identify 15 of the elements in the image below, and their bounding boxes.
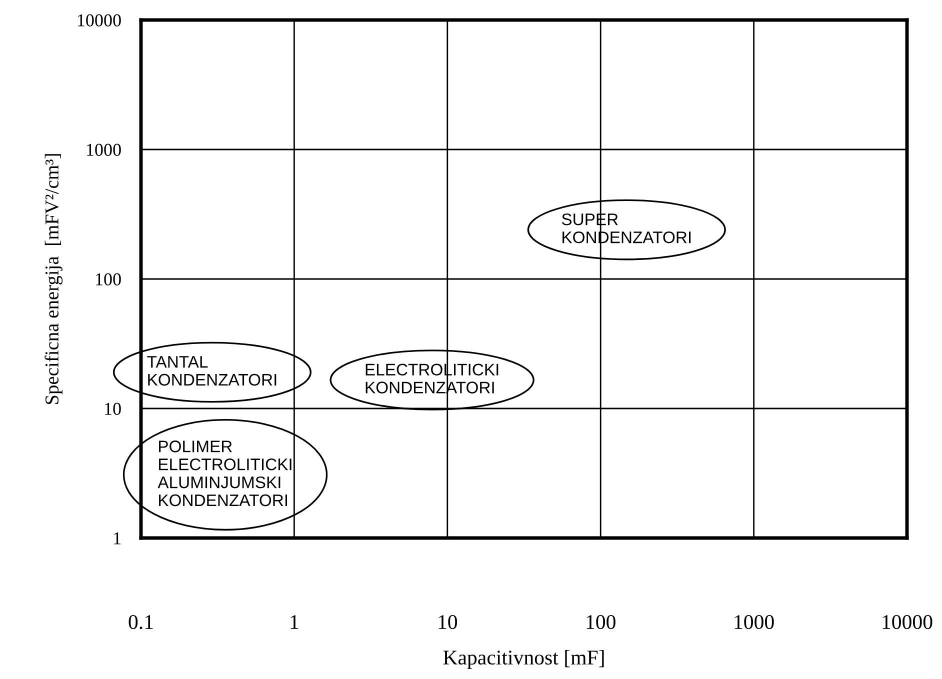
x-tick-label: 0.1 <box>128 614 153 630</box>
y-axis-title: Specificna energija [mFV²/cm³] <box>44 154 63 404</box>
x-tick-label: 1000 <box>734 614 774 630</box>
x-tick-label: 10 <box>438 614 458 630</box>
annotation: POLIMER ELECTROLITICKI ALUMINJUMSKI KONDENZATORI <box>158 440 292 506</box>
annotation: TANTAL KONDENZATORI <box>147 356 276 386</box>
x-tick-label: 100 <box>586 614 616 630</box>
y-tick-label: 1 <box>114 532 120 544</box>
x-tick-label: 10000 <box>882 614 932 630</box>
y-tick-label: 10 <box>105 402 121 415</box>
y-tick-label: 100 <box>96 273 121 286</box>
y-tick-label: 1000 <box>87 144 121 156</box>
x-tick-label: 1 <box>290 615 298 629</box>
x-axis-title: Kapacitivnost [mF] <box>443 650 604 669</box>
y-tick-label: 10000 <box>78 14 121 26</box>
